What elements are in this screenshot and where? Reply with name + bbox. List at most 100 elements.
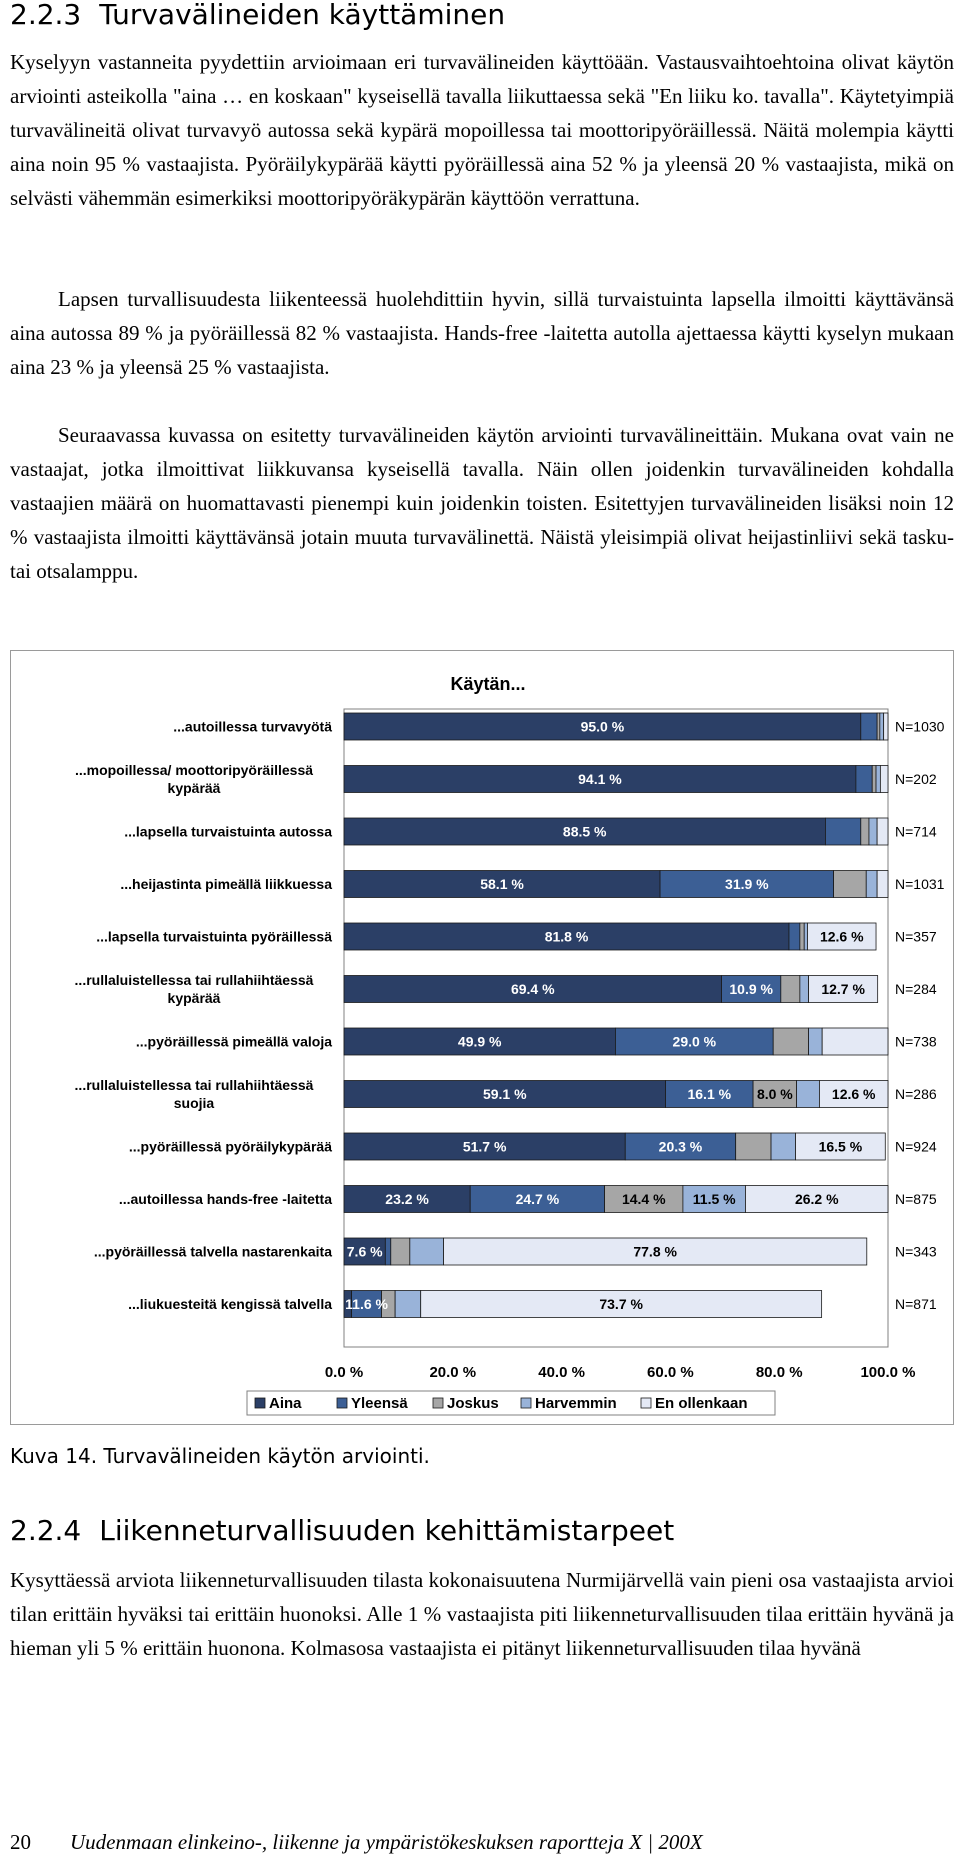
category-label: ...mopoillessa/ moottoripyöräillessä <box>75 762 313 778</box>
bar-segment-yleensä <box>825 817 862 846</box>
category-label: ...pyöräillessä talvella nastarenkaita <box>94 1244 332 1260</box>
category-label: ...autoillessa turvavyötä <box>173 719 332 735</box>
section-heading: 2.2.3 Turvavälineiden käyttäminen <box>10 0 505 31</box>
bar-segment-harvemmin <box>796 1080 820 1108</box>
bar-segment-aina <box>343 1080 666 1108</box>
legend-swatch <box>520 1397 532 1409</box>
bar-segment-aina <box>343 712 862 741</box>
legend-box <box>246 1390 776 1416</box>
category-label: ...lapsella turvaistuinta pyöräillessä <box>96 929 332 945</box>
data-label: 12.7 % <box>821 981 865 997</box>
category-label: ...rullaluistellessa tai rullahiihtäessä <box>75 972 314 988</box>
data-label: 12.6 % <box>832 1086 876 1102</box>
category-label: ...lapsella turvaistuinta autossa <box>124 824 332 840</box>
category-label: kypärää <box>168 990 221 1006</box>
paragraph: Kysyttäessä arviota liikenneturvallisuud… <box>10 1568 954 1660</box>
data-label: 49.9 % <box>458 1034 502 1050</box>
bar-segment-harvemmin <box>803 922 808 951</box>
bar-segment-harvemmin <box>682 1185 746 1213</box>
n-label: N=714 <box>895 824 937 840</box>
paragraph: Seuraavassa kuvassa on esitetty turvaväl… <box>10 423 954 583</box>
legend-label: En ollenkaan <box>655 1395 748 1412</box>
data-label: 23.2 % <box>385 1191 429 1207</box>
bar-segment-aina <box>343 975 722 1003</box>
x-tick-label: 40.0 % <box>538 1364 585 1381</box>
bar-segment-en-ollenkaan <box>795 1132 886 1161</box>
bar-segment-yleensä <box>615 1027 774 1056</box>
section-heading: 2.2.4 Liikenneturvallisuuden kehittämista… <box>10 1514 674 1547</box>
bar-segment-harvemmin <box>865 870 878 898</box>
bar-segment-joskus <box>604 1185 684 1213</box>
paragraph: Lapsen turvallisuudesta liikenteessä huo… <box>10 287 954 379</box>
category-label: ...heijastinta pimeällä liikkuessa <box>120 876 332 892</box>
bar-segment-joskus <box>876 712 881 741</box>
data-label: 88.5 % <box>563 824 607 840</box>
data-label: 8.0 % <box>757 1086 793 1102</box>
bar-segment-aina <box>343 1027 616 1056</box>
bar-segment-joskus <box>799 922 805 951</box>
x-tick-label: 100.0 % <box>860 1364 915 1381</box>
bar-segment-yleensä <box>384 1237 392 1266</box>
bar-segment-joskus <box>833 870 867 898</box>
x-tick-label: 0.0 % <box>325 1364 363 1381</box>
bar-segment-joskus <box>780 975 801 1003</box>
bar-segment-en-ollenkaan <box>819 1080 889 1108</box>
legend-swatch <box>254 1397 266 1409</box>
data-label: 81.8 % <box>545 929 589 945</box>
series-title: Uudenmaan elinkeino-, liikenne ja ympäri… <box>70 1830 703 1854</box>
data-label: 73.7 % <box>599 1296 643 1312</box>
n-label: N=357 <box>895 929 937 945</box>
data-label: 10.9 % <box>729 981 773 997</box>
bar-segment-harvemmin <box>875 765 881 793</box>
category-label: ...autoillessa hands-free -laitetta <box>119 1191 332 1207</box>
data-label: 20.3 % <box>659 1139 703 1155</box>
data-label: 95.0 % <box>581 719 625 735</box>
n-label: N=286 <box>895 1086 937 1102</box>
n-label: N=202 <box>895 771 937 787</box>
x-tick-label: 60.0 % <box>647 1364 694 1381</box>
data-label: 77.8 % <box>633 1244 677 1260</box>
section-number: 2.2.3 <box>10 0 82 31</box>
legend-swatch <box>336 1397 348 1409</box>
n-label: N=1031 <box>895 876 945 892</box>
data-label: 11.5 % <box>693 1191 736 1207</box>
data-label: 11.6 % <box>345 1296 388 1312</box>
bar-segment-aina <box>343 1185 471 1213</box>
data-label: 24.7 % <box>516 1191 560 1207</box>
bar-segment-harvemmin <box>808 1027 823 1056</box>
bar-segment-yleensä <box>855 765 873 793</box>
category-label: ...pyöräillessä pimeällä valoja <box>136 1034 332 1050</box>
data-label: 59.1 % <box>483 1086 527 1102</box>
bar-segment-harvemmin <box>868 817 878 846</box>
paragraph: Kyselyyn vastanneita pyydettiin arvioima… <box>10 50 954 210</box>
bar-segment-en-ollenkaan <box>807 922 877 951</box>
bar-segment-joskus <box>772 1027 809 1056</box>
category-label: kypärää <box>168 780 221 796</box>
n-label: N=871 <box>895 1296 937 1312</box>
bar-segment-aina <box>343 765 857 793</box>
figure-caption: Kuva 14. Turvavälineiden käytön arvioint… <box>10 1444 430 1468</box>
legend-label: Joskus <box>447 1395 499 1412</box>
stacked-bar-chart: Käytän... 95.0 % ...autoillessa turvavyötä… <box>75 674 945 1416</box>
data-label: 58.1 % <box>480 876 524 892</box>
data-label: 69.4 % <box>511 981 555 997</box>
bar-segment-yleensä <box>788 922 801 951</box>
legend-label: Yleensä <box>351 1395 408 1412</box>
x-tick-label: 80.0 % <box>756 1364 803 1381</box>
bar-segment-yleensä <box>659 870 835 898</box>
section-title: Liikenneturvallisuuden kehittämistarpeet <box>99 1514 675 1547</box>
bar-segment-joskus <box>735 1132 772 1161</box>
category-label: suojia <box>174 1095 215 1111</box>
bar-segment-harvemmin <box>770 1132 796 1161</box>
bar-segment-en-ollenkaan <box>745 1185 889 1213</box>
data-label: 94.1 % <box>578 771 622 787</box>
data-label: 7.6 % <box>347 1244 383 1260</box>
bar-segment-yleensä <box>624 1132 737 1161</box>
data-label: 26.2 % <box>795 1191 839 1207</box>
legend-label: Aina <box>269 1395 302 1412</box>
legend-label: Harvemmin <box>535 1395 617 1412</box>
data-label: 51.7 % <box>463 1139 507 1155</box>
bar-segment-yleensä <box>721 975 782 1003</box>
data-label: 16.5 % <box>819 1139 863 1155</box>
bar-segment-en-ollenkaan <box>808 975 879 1003</box>
